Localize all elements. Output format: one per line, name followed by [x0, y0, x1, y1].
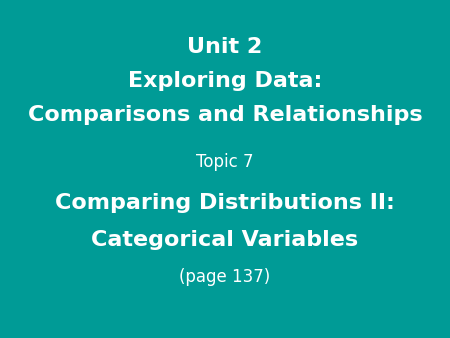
Text: Categorical Variables: Categorical Variables	[91, 230, 359, 250]
Text: Comparisons and Relationships: Comparisons and Relationships	[28, 105, 422, 125]
Text: Exploring Data:: Exploring Data:	[128, 71, 322, 91]
Text: (page 137): (page 137)	[180, 268, 270, 286]
Text: Comparing Distributions II:: Comparing Distributions II:	[55, 193, 395, 213]
Text: Unit 2: Unit 2	[187, 37, 263, 57]
Text: Topic 7: Topic 7	[196, 153, 254, 171]
